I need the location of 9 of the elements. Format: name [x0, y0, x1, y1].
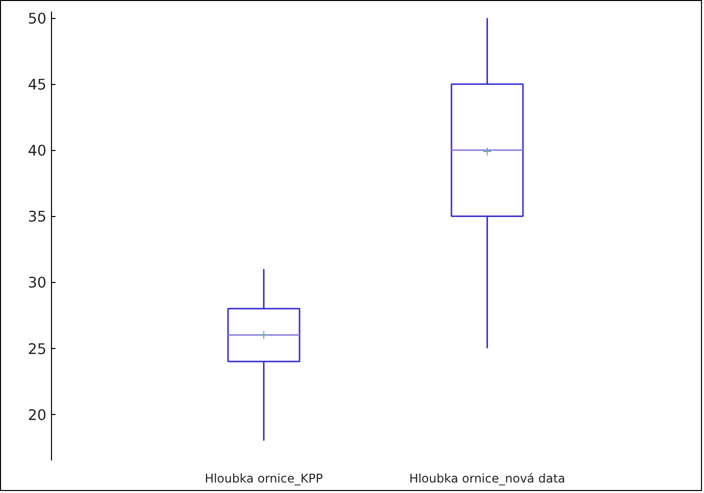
y-tick-label: 25 — [28, 340, 47, 358]
y-tick-label: 50 — [28, 10, 47, 28]
x-tick-label: Hloubka ornice_nová data — [409, 472, 566, 486]
y-tick-label: 40 — [28, 142, 47, 160]
y-tick-label: 35 — [28, 208, 47, 226]
y-tick-label: 30 — [28, 274, 47, 292]
y-tick-label: 20 — [28, 406, 47, 424]
x-tick-label: Hloubka ornice_KPP — [204, 472, 323, 486]
y-tick-label: 45 — [28, 76, 47, 94]
